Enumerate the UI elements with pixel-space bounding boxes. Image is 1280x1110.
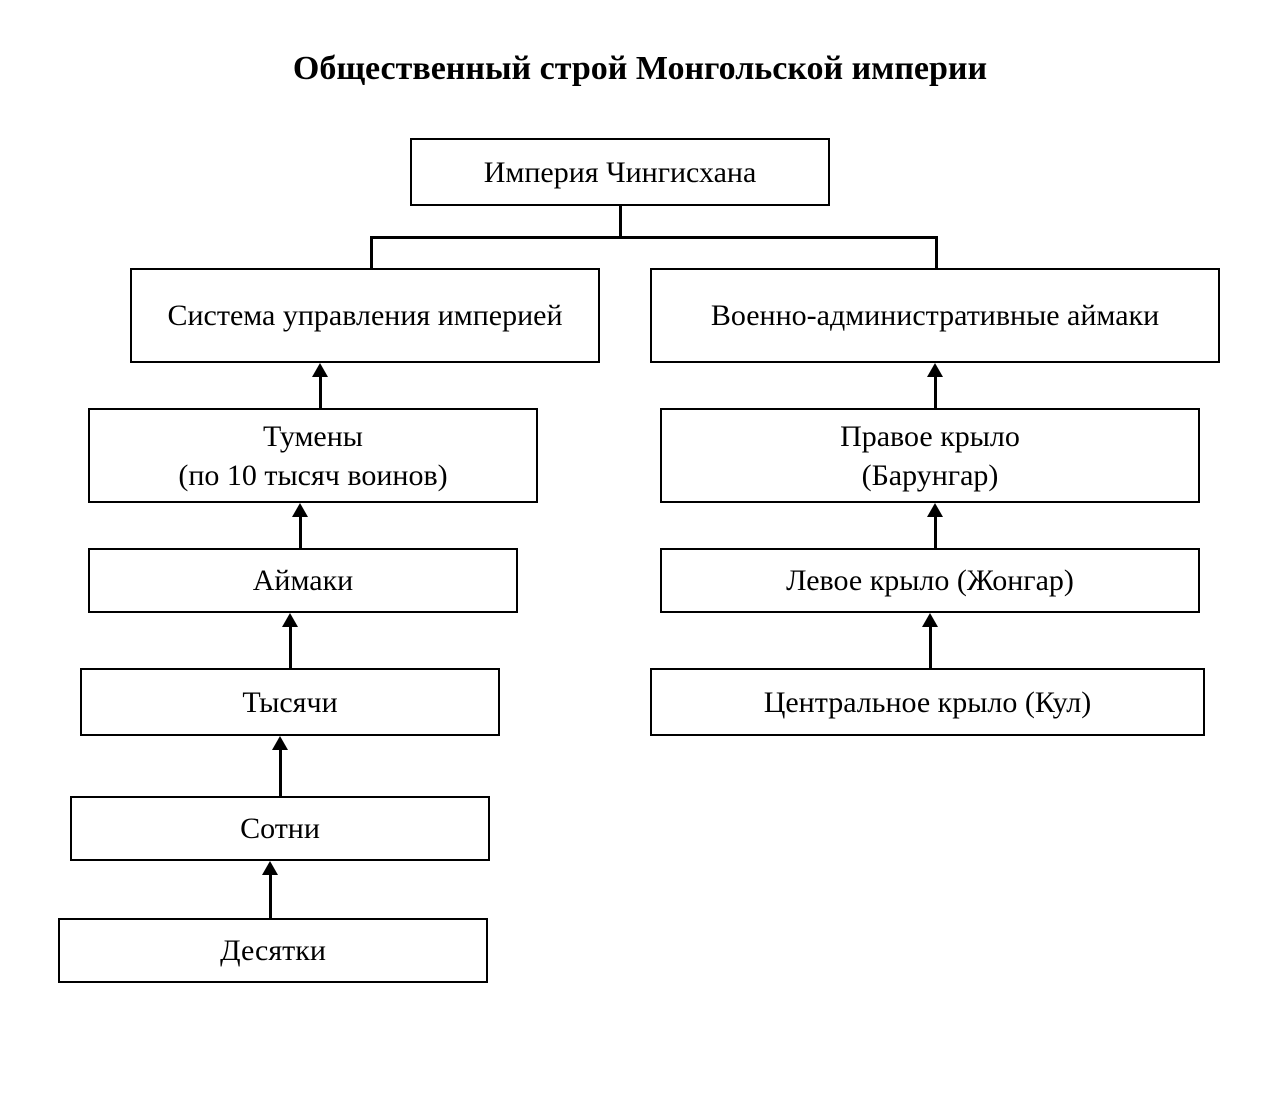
node-left-1: Тумены (по 10 тысяч воинов) bbox=[88, 408, 538, 503]
diagram-title: Общественный строй Монгольской империи bbox=[0, 0, 1280, 118]
arrow-l5-l4 bbox=[262, 861, 278, 875]
connector-root-horizontal bbox=[370, 236, 938, 239]
node-left-2-label: Аймаки bbox=[253, 561, 353, 600]
node-right-3: Центральное крыло (Кул) bbox=[650, 668, 1205, 736]
line-l5-l4 bbox=[269, 874, 272, 918]
node-left-4: Сотни bbox=[70, 796, 490, 861]
node-left-1-label: Тумены (по 10 тысяч воинов) bbox=[178, 417, 447, 495]
line-l3-l2 bbox=[289, 626, 292, 668]
line-r2-r1 bbox=[934, 516, 937, 548]
node-left-5-label: Десятки bbox=[220, 931, 326, 970]
node-root: Империя Чингисхана bbox=[410, 138, 830, 206]
node-root-label: Империя Чингисхана bbox=[484, 153, 757, 192]
node-left-head-label: Система управления империей bbox=[167, 296, 562, 335]
node-right-2: Левое крыло (Жонгар) bbox=[660, 548, 1200, 613]
connector-root-left-down bbox=[370, 236, 373, 268]
line-l2-l1 bbox=[299, 516, 302, 548]
arrow-r1-head bbox=[927, 363, 943, 377]
arrow-l1-head bbox=[312, 363, 328, 377]
node-left-3-label: Тысячи bbox=[242, 683, 337, 722]
arrow-r3-r2 bbox=[922, 613, 938, 627]
node-left-2: Аймаки bbox=[88, 548, 518, 613]
diagram-canvas: Империя Чингисхана Система управления им… bbox=[0, 118, 1280, 1068]
node-left-4-label: Сотни bbox=[240, 809, 320, 848]
node-right-3-label: Центральное крыло (Кул) bbox=[764, 683, 1092, 722]
node-right-1-label: Правое крыло (Барунгар) bbox=[840, 417, 1020, 495]
connector-root-right-down bbox=[935, 236, 938, 268]
arrow-l2-l1 bbox=[292, 503, 308, 517]
line-r3-r2 bbox=[929, 626, 932, 668]
node-right-head-label: Военно-административные аймаки bbox=[711, 296, 1159, 335]
node-left-head: Система управления империей bbox=[130, 268, 600, 363]
connector-root-down bbox=[619, 206, 622, 238]
node-right-2-label: Левое крыло (Жонгар) bbox=[786, 561, 1074, 600]
line-l1-head bbox=[319, 376, 322, 408]
node-left-3: Тысячи bbox=[80, 668, 500, 736]
arrow-l4-l3 bbox=[272, 736, 288, 750]
node-right-head: Военно-административные аймаки bbox=[650, 268, 1220, 363]
arrow-r2-r1 bbox=[927, 503, 943, 517]
node-left-5: Десятки bbox=[58, 918, 488, 983]
line-r1-head bbox=[934, 376, 937, 408]
node-right-1: Правое крыло (Барунгар) bbox=[660, 408, 1200, 503]
arrow-l3-l2 bbox=[282, 613, 298, 627]
line-l4-l3 bbox=[279, 749, 282, 796]
